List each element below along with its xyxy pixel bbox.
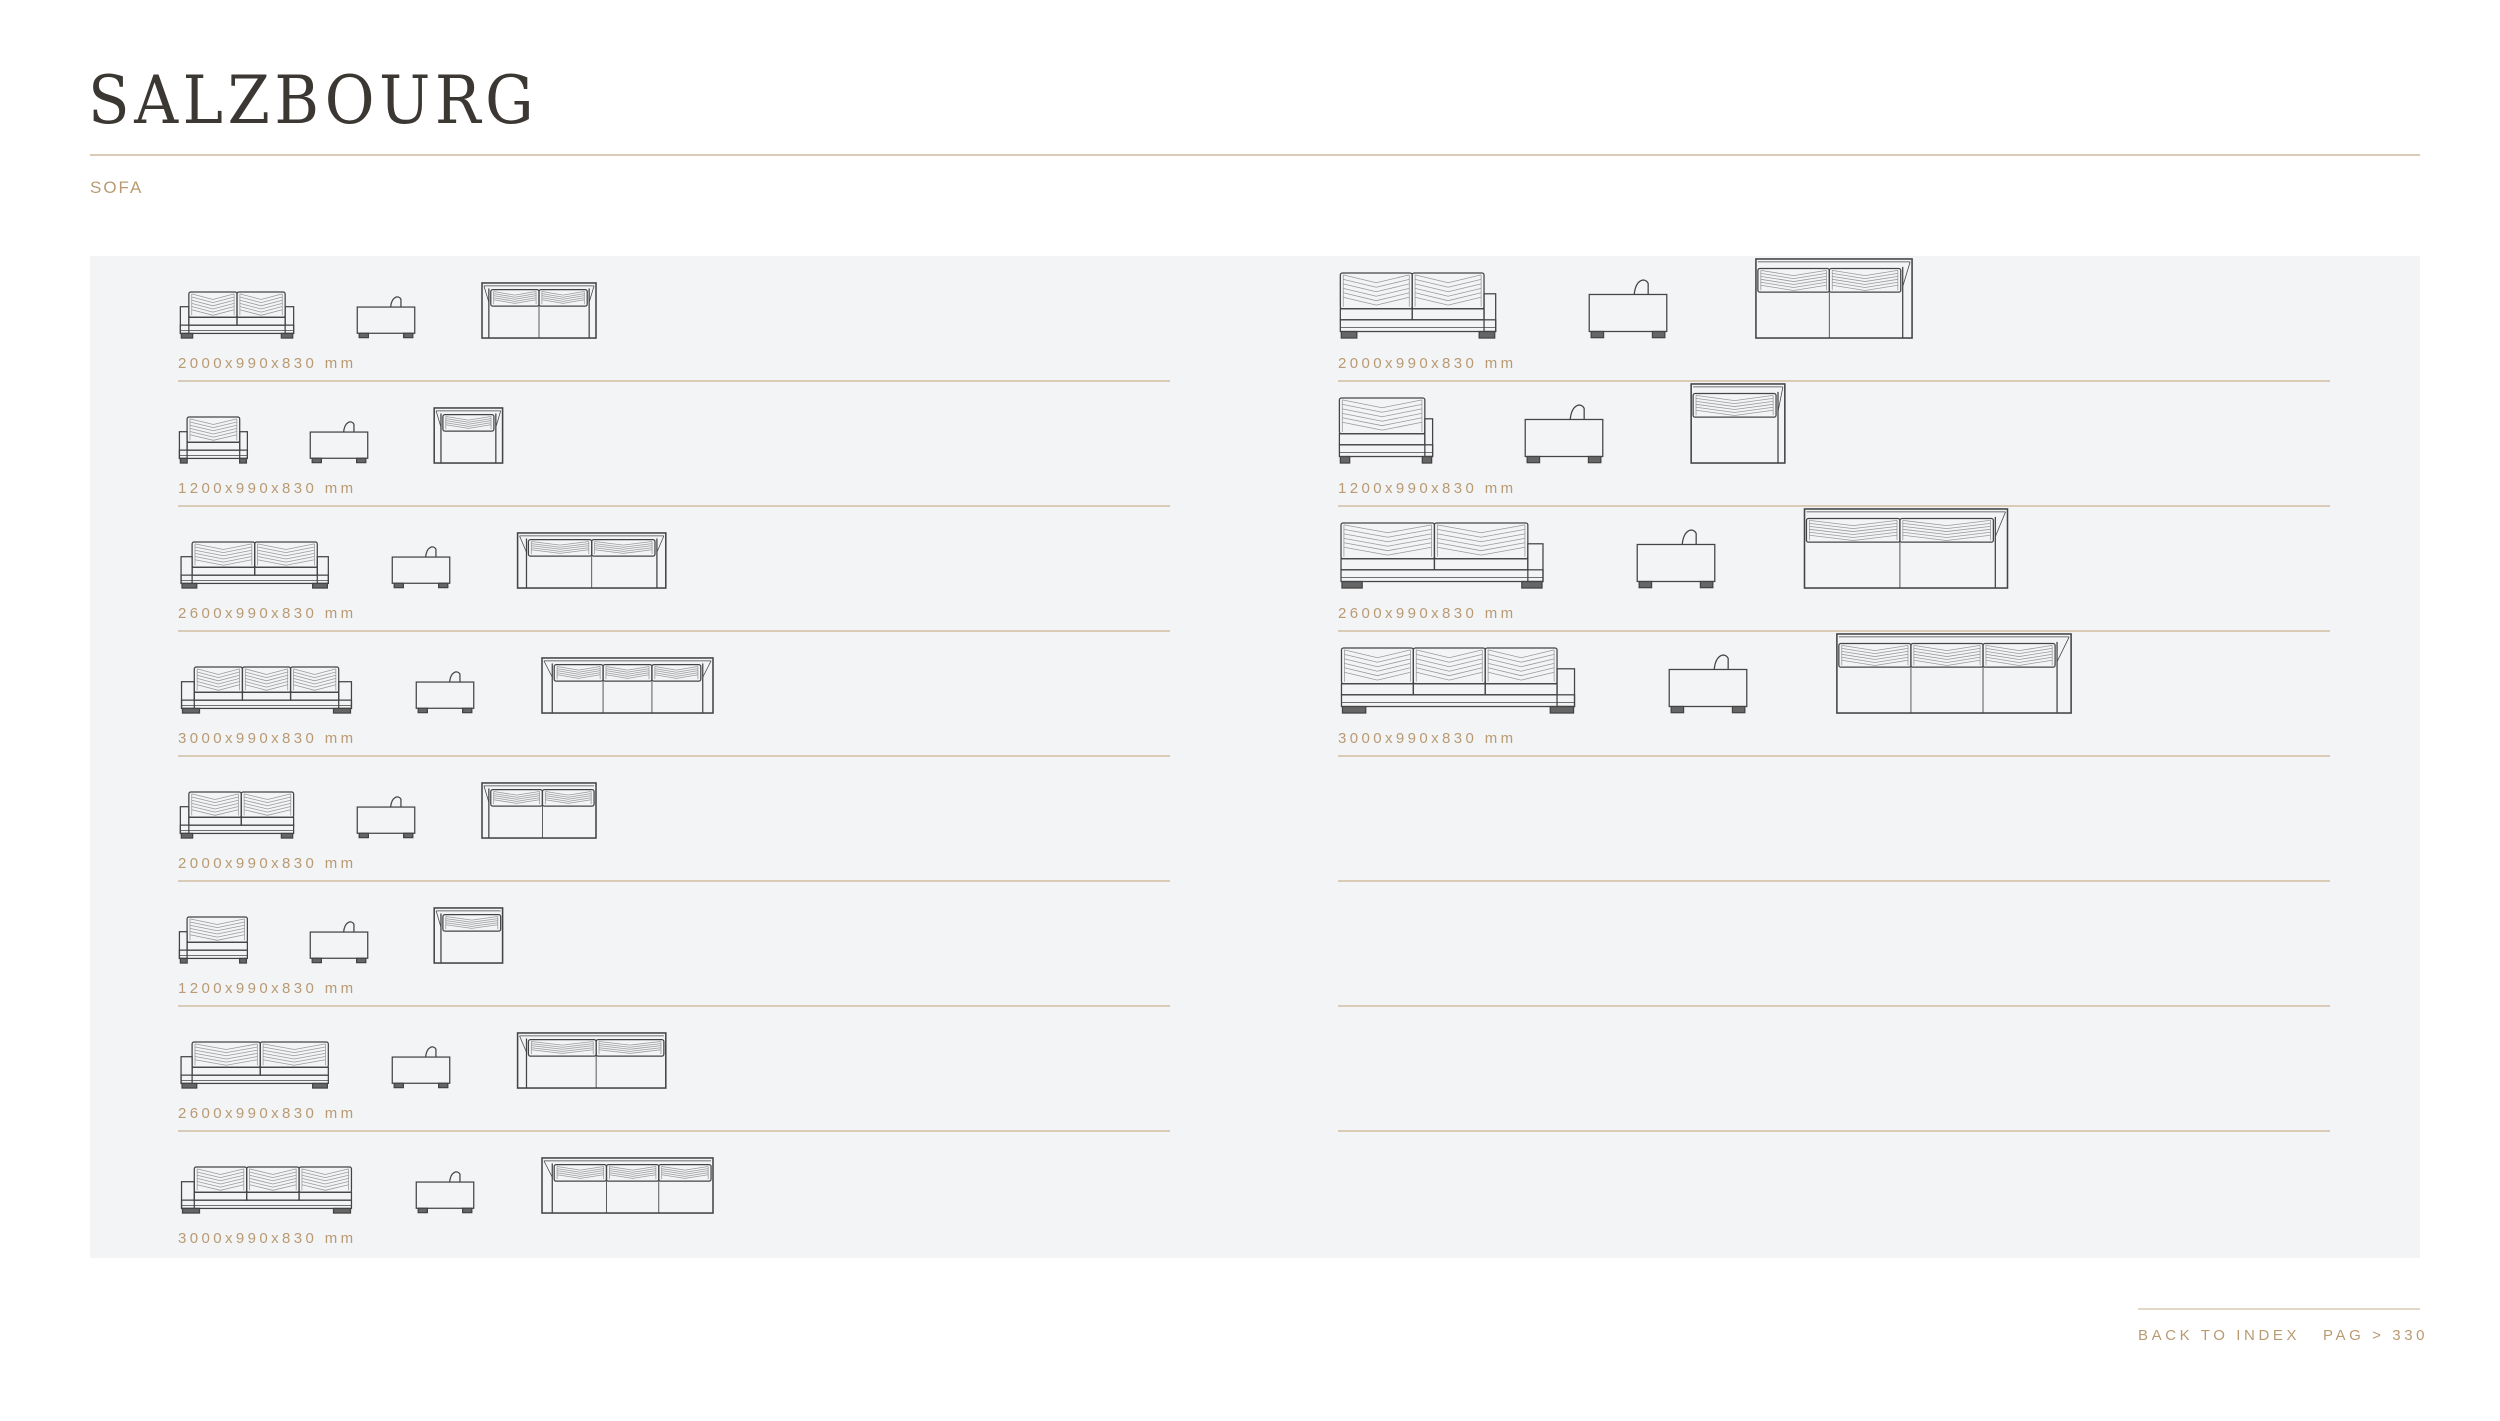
sofa-side-view-icon (1668, 654, 1748, 714)
sofa-front-view-icon (178, 416, 249, 464)
row-divider (1338, 1130, 2330, 1132)
sofa-front-view-icon (180, 541, 329, 589)
row-divider (178, 755, 1170, 757)
dimensions-label: 1200x990x830 mm (178, 480, 357, 497)
row-divider (178, 1130, 1170, 1132)
sofa-side-view-icon (392, 546, 451, 589)
sofa-front-view-icon (1340, 522, 1544, 589)
row-divider (1338, 630, 2330, 632)
back-to-index-link[interactable]: BACK TO INDEX (2138, 1327, 2301, 1344)
sofa-side-view-icon (309, 421, 369, 464)
product-row: 2600x990x830 mm (1338, 507, 2330, 632)
sofa-front-view-icon (180, 1041, 329, 1089)
sofa-front-view-icon (179, 291, 295, 339)
row-divider (1338, 880, 2330, 882)
sofa-drawings (178, 1032, 669, 1089)
sofa-drawings (178, 782, 598, 839)
sofa-side-view-icon (392, 1046, 451, 1089)
dimensions-label: 2600x990x830 mm (178, 605, 357, 622)
sofa-drawings (178, 407, 504, 464)
sofa-top-view-icon (481, 282, 597, 339)
row-divider (178, 630, 1170, 632)
sofa-top-view-icon (1836, 633, 2072, 714)
dimensions-label: 3000x990x830 mm (1338, 730, 1517, 747)
sofa-drawings (178, 1157, 716, 1214)
product-row (1338, 882, 2330, 1007)
row-divider (1338, 755, 2330, 757)
sofa-drawings (1338, 258, 1914, 339)
row-divider (1338, 380, 2330, 382)
sofa-front-view-icon (1338, 397, 1434, 464)
sofa-top-view-icon (481, 782, 597, 839)
product-panel: 2000x990x830 mm 1200x990x830 mm 2600x990x8… (90, 256, 2420, 1258)
product-row: 1200x990x830 mm (178, 382, 1170, 507)
product-row: 2000x990x830 mm (178, 757, 1170, 882)
sofa-top-view-icon (517, 532, 667, 589)
sofa-drawings (1338, 633, 2074, 714)
sofa-drawings (1338, 508, 2010, 589)
sofa-drawings (1338, 383, 1786, 464)
sofa-front-view-icon (180, 1166, 353, 1214)
product-row: 2600x990x830 mm (178, 1007, 1170, 1132)
sofa-drawings (178, 532, 669, 589)
row-divider (1338, 1005, 2330, 1007)
sofa-drawings (178, 907, 504, 964)
sofa-front-view-icon (1339, 272, 1497, 339)
dimensions-label: 3000x990x830 mm (178, 1230, 357, 1247)
dimensions-label: 1200x990x830 mm (178, 980, 357, 997)
dimensions-label: 2600x990x830 mm (178, 1105, 357, 1122)
title-divider (90, 154, 2420, 156)
dimensions-label: 2000x990x830 mm (178, 355, 357, 372)
dimensions-label: 2000x990x830 mm (178, 855, 357, 872)
sofa-side-view-icon (356, 796, 416, 839)
sofa-top-view-icon (1690, 383, 1786, 464)
product-row: 3000x990x830 mm (178, 632, 1170, 757)
sofa-side-view-icon (1524, 404, 1604, 464)
sofa-top-view-icon (1755, 258, 1913, 339)
product-row: 2600x990x830 mm (178, 507, 1170, 632)
product-row (1338, 1007, 2330, 1132)
sofa-side-view-icon (415, 1171, 475, 1214)
dimensions-label: 2000x990x830 mm (1338, 355, 1517, 372)
dimensions-label: 3000x990x830 mm (178, 730, 357, 747)
sofa-top-view-icon (1803, 508, 2009, 589)
product-row (1338, 757, 2330, 882)
dimensions-label: 2600x990x830 mm (1338, 605, 1517, 622)
sofa-top-view-icon (541, 1157, 714, 1214)
sofa-side-view-icon (1588, 279, 1668, 339)
product-row: 2000x990x830 mm (178, 257, 1170, 382)
footer-divider (2138, 1308, 2420, 1310)
product-row: 3000x990x830 mm (178, 1132, 1170, 1257)
sofa-front-view-icon (1340, 647, 1576, 714)
row-divider (1338, 505, 2330, 507)
sofa-front-view-icon (180, 666, 353, 714)
row-divider (178, 380, 1170, 382)
row-divider (178, 505, 1170, 507)
sofa-front-view-icon (178, 916, 249, 964)
sofa-side-view-icon (309, 921, 369, 964)
dimensions-label: 1200x990x830 mm (1338, 480, 1517, 497)
sofa-top-view-icon (541, 657, 714, 714)
category-label: SOFA (90, 178, 144, 197)
row-divider (178, 1005, 1170, 1007)
product-row: 1200x990x830 mm (178, 882, 1170, 1007)
sofa-top-view-icon (433, 407, 504, 464)
sofa-top-view-icon (517, 1032, 667, 1089)
page-title: SALZBOURG (88, 62, 539, 139)
product-row: 2000x990x830 mm (1338, 257, 2330, 382)
sofa-side-view-icon (1636, 529, 1716, 589)
product-row: 1200x990x830 mm (1338, 382, 2330, 507)
page-number: PAG > 330 (2323, 1327, 2429, 1344)
sofa-drawings (178, 657, 716, 714)
sofa-side-view-icon (415, 671, 475, 714)
row-divider (178, 880, 1170, 882)
product-row: 3000x990x830 mm (1338, 632, 2330, 757)
sofa-side-view-icon (356, 296, 416, 339)
sofa-front-view-icon (179, 791, 295, 839)
sofa-top-view-icon (433, 907, 504, 964)
sofa-drawings (178, 282, 598, 339)
